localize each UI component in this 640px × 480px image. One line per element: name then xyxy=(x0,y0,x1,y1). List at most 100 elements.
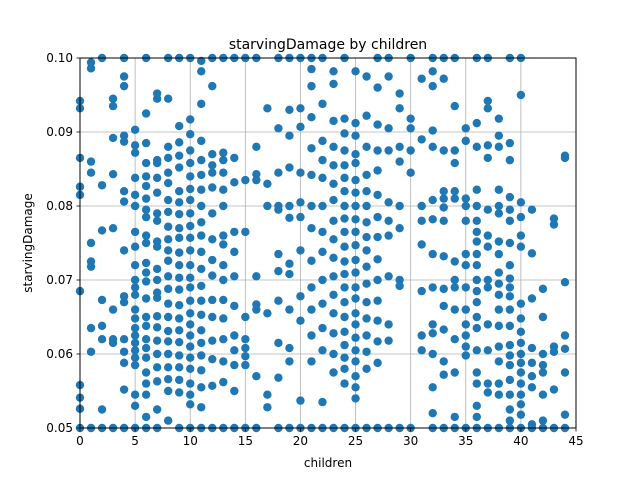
data-point xyxy=(197,338,206,348)
data-point xyxy=(373,316,382,325)
data-point xyxy=(119,187,129,196)
data-point xyxy=(362,246,371,255)
data-point xyxy=(163,374,173,384)
data-point xyxy=(230,227,239,237)
data-point xyxy=(560,278,570,287)
data-point xyxy=(296,122,305,132)
data-point xyxy=(461,351,470,360)
data-point xyxy=(208,168,217,177)
data-point xyxy=(505,261,515,270)
data-point xyxy=(108,101,118,111)
data-point xyxy=(208,271,217,280)
data-point xyxy=(340,129,349,138)
data-point xyxy=(163,386,173,396)
data-point xyxy=(329,142,338,151)
data-point xyxy=(186,273,195,282)
data-point xyxy=(152,173,162,183)
data-point xyxy=(141,231,151,240)
data-point xyxy=(428,329,437,338)
data-point xyxy=(307,224,316,233)
data-point xyxy=(119,292,129,301)
data-point xyxy=(505,390,515,399)
data-point xyxy=(208,161,217,170)
x-tick-label: 15 xyxy=(238,434,253,448)
data-point xyxy=(527,383,537,392)
data-point xyxy=(395,224,404,233)
data-point xyxy=(549,220,559,229)
y-tick-label: 0.10 xyxy=(46,51,73,65)
data-point xyxy=(186,342,195,351)
data-point xyxy=(527,358,537,368)
data-point xyxy=(108,133,118,143)
data-point xyxy=(108,224,118,233)
data-point xyxy=(97,335,107,344)
data-point xyxy=(186,283,195,292)
data-point xyxy=(219,295,228,305)
data-point xyxy=(186,309,195,318)
data-point xyxy=(252,175,261,185)
data-point xyxy=(483,231,493,240)
data-point xyxy=(175,233,184,243)
data-point xyxy=(351,158,360,168)
data-point xyxy=(130,227,140,237)
data-point xyxy=(230,247,239,257)
data-point xyxy=(197,264,206,274)
x-tick-label: 40 xyxy=(513,434,528,448)
data-point xyxy=(86,347,96,356)
data-point xyxy=(439,146,448,155)
data-point xyxy=(340,161,349,170)
data-point xyxy=(175,375,184,385)
data-point xyxy=(329,368,338,377)
data-point xyxy=(472,312,481,322)
data-point xyxy=(472,249,481,259)
data-point xyxy=(505,155,515,165)
data-point xyxy=(219,185,228,194)
y-tick-label: 0.07 xyxy=(46,273,73,287)
y-axis-ticks: 0.05 0.06 0.07 0.08 0.09 0.10 xyxy=(46,51,80,435)
data-point xyxy=(163,207,173,217)
data-point xyxy=(141,212,151,222)
data-point xyxy=(119,72,129,81)
data-point xyxy=(163,222,173,231)
data-point xyxy=(527,205,537,214)
data-point xyxy=(197,310,206,319)
data-point xyxy=(175,151,184,160)
data-point xyxy=(494,131,504,140)
x-axis-ticks: 0 5 10 15 20 25 30 35 40 45 xyxy=(76,428,584,448)
data-point xyxy=(560,410,570,419)
data-point xyxy=(428,383,437,392)
data-point xyxy=(108,169,118,179)
data-point xyxy=(152,293,162,302)
data-point xyxy=(219,261,228,270)
data-point xyxy=(152,312,162,321)
data-point xyxy=(86,64,96,73)
data-point xyxy=(505,351,515,360)
data-point xyxy=(108,305,118,314)
data-point xyxy=(130,201,140,211)
data-point xyxy=(86,262,96,271)
data-point xyxy=(340,214,349,223)
data-point xyxy=(494,201,504,211)
data-point xyxy=(494,249,504,259)
data-point xyxy=(152,323,162,332)
data-point xyxy=(130,141,140,150)
data-point xyxy=(296,104,305,113)
data-point xyxy=(130,125,140,134)
data-point xyxy=(527,343,537,353)
data-point xyxy=(86,58,96,67)
data-point xyxy=(130,346,140,355)
plot-frame xyxy=(79,57,577,429)
data-point xyxy=(285,105,294,115)
data-point xyxy=(219,357,228,366)
data-point xyxy=(516,379,526,388)
data-point xyxy=(516,242,526,251)
data-point xyxy=(318,346,327,355)
data-point xyxy=(406,124,415,133)
data-point xyxy=(307,64,316,74)
data-point xyxy=(318,247,327,257)
data-point xyxy=(163,246,173,255)
data-point xyxy=(439,370,448,379)
data-point xyxy=(384,198,393,207)
data-point xyxy=(417,346,426,355)
data-point xyxy=(439,325,448,334)
